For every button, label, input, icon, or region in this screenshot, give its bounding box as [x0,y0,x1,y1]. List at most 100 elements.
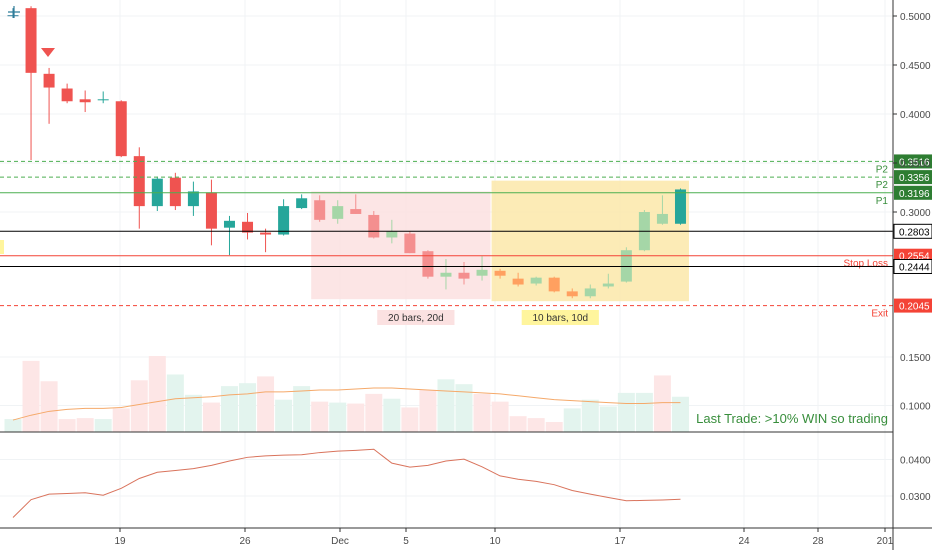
candle-body[interactable] [476,269,488,276]
candle-body[interactable] [332,206,344,219]
candle-body[interactable] [602,283,614,287]
candle-body[interactable] [25,8,37,73]
volume-bar [184,394,202,432]
range-label: 10 bars, 10d [532,313,588,324]
range-label-bg [521,310,599,325]
candle-body[interactable] [278,206,290,235]
range-box [491,180,689,302]
candle-body[interactable] [314,200,326,220]
level-label: P2 [876,180,889,191]
candle-body[interactable] [97,99,109,101]
indicator-axis-label: 0.0300 [900,492,931,503]
time-axis-label: 5 [403,536,409,547]
range-label-bg [377,310,455,325]
markers [0,6,55,254]
candle-body[interactable] [512,278,524,285]
volume-bar [545,421,563,432]
volume-bar [437,379,455,432]
level-label: Exit [871,309,888,320]
volume-bar [239,383,257,432]
level-label: P2 [876,164,889,175]
volume-bar [473,393,491,432]
volume-bar [40,381,58,432]
candle-body[interactable] [205,192,217,229]
level-price-value: 0.2444 [899,262,930,273]
volume-bar [509,416,527,432]
time-axis-label: 17 [614,536,626,547]
volume-bar [599,406,617,432]
candle-body[interactable] [115,101,127,157]
candle-body[interactable] [169,177,181,207]
price-axis-label: 0.5000 [900,12,931,23]
candle-body[interactable] [350,209,362,214]
volume-bar [347,403,365,432]
volume-bar [563,408,581,432]
candle-body[interactable] [242,221,254,233]
candle-body[interactable] [656,213,668,224]
volume-bar [275,399,293,432]
volume-bar [455,384,473,432]
volume-bar [293,386,311,432]
candle-body[interactable] [7,15,19,17]
candle-body[interactable] [260,232,272,235]
level-price-box [894,185,932,200]
price-levels[interactable]: P2 0.3516 P2 0.3356 P1 0.3196 0.2803 Stop Loss 0… [0,154,932,320]
candle-body[interactable] [386,231,398,238]
volume-bar [257,376,275,432]
level-price-value: 0.2803 [899,227,930,238]
time-axis-label: 10 [489,536,501,547]
time-axis-label: 28 [812,536,824,547]
candle-body[interactable] [494,270,506,276]
level-label: Stop Loss [844,259,888,270]
candle-body[interactable] [674,189,686,224]
candle-body[interactable] [440,272,452,277]
volume-bar [166,374,184,432]
time-axis-label: 24 [738,536,750,547]
candle-body[interactable] [43,73,55,88]
time-axis-label: 26 [239,536,251,547]
candle-body[interactable] [187,191,199,207]
crosshair-icon[interactable] [8,6,20,18]
volume-bar [202,402,220,432]
level-price-value: 0.3516 [899,157,930,168]
volume-bar [617,392,635,432]
candle-body[interactable] [530,277,542,284]
volume-bar [635,392,653,432]
level-price-box [893,223,932,239]
volume-bar [383,398,401,432]
candle-body[interactable] [548,277,560,292]
volume-bar [58,419,76,432]
volume-bar [671,396,689,432]
volume-bar [329,402,347,432]
volume-axis-label: 0.1500 [900,353,931,364]
candle-body[interactable] [133,156,145,207]
candle-body[interactable] [566,291,578,297]
price-axis-label: 0.4000 [900,110,931,121]
candle-body[interactable] [79,99,91,103]
candle-body[interactable] [584,288,596,297]
volume-axis-label: 0.1000 [900,402,931,413]
candle-body[interactable] [223,220,235,228]
volume-bar [112,408,130,432]
volume-bar [653,375,671,432]
candle-body[interactable] [61,88,73,102]
volume-bar [94,419,112,432]
volume-bar [220,386,238,432]
price-axis-label: 0.3500 [900,159,931,170]
sell-arrow-icon [41,48,55,57]
volume-bar [311,401,329,432]
volume-bar [148,356,166,432]
candle-body[interactable] [404,233,416,254]
level-price-box [894,154,932,169]
candle-body[interactable] [422,251,434,277]
candle-body[interactable] [296,198,308,209]
price-axis-label: 0.4500 [900,61,931,72]
candlestick-series[interactable] [7,6,686,299]
range-label: 20 bars, 20d [388,313,444,324]
candle-body[interactable] [368,214,380,238]
level-price-value: 0.2045 [899,302,930,313]
candle-body[interactable] [620,250,632,282]
candle-body[interactable] [458,272,470,279]
